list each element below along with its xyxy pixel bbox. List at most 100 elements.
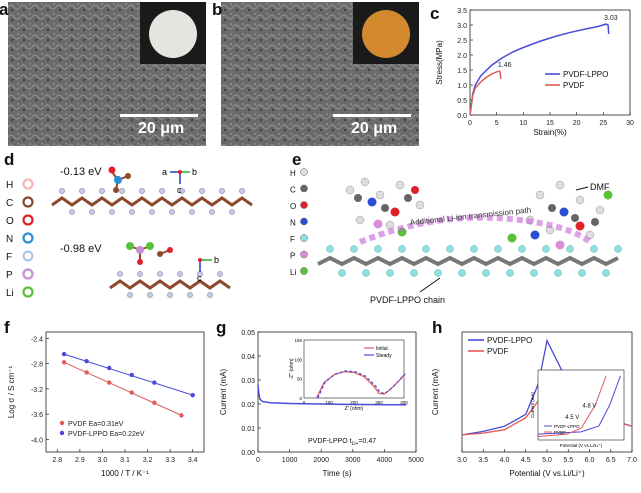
data-point (129, 372, 134, 378)
x-axis-label-c: Strain(%) (533, 128, 567, 137)
inset-x-tick: 0 (303, 400, 306, 405)
panel-label-h: h (432, 318, 443, 337)
legend-marker (59, 430, 65, 436)
legend-label-li: Li (6, 288, 14, 299)
y-tick-label-f: -4.0 (31, 437, 43, 444)
inset-y-label: -Z'' (ohm) (289, 358, 295, 379)
data-point (84, 370, 89, 375)
chain-label: PVDF-LPPO chain (370, 295, 445, 305)
data-point (107, 365, 112, 371)
axes-indicator-1: a b c (162, 167, 197, 195)
legend-label-n: N (290, 219, 296, 228)
legend-label-p: P (290, 252, 295, 261)
inset-legend-steady: Steady (376, 353, 392, 359)
legend-swatch-n (300, 217, 308, 226)
legend-swatch-li (300, 267, 308, 275)
inset-legend-initial: Initial (376, 346, 388, 352)
membrane-disc-a (149, 10, 197, 58)
data-point (107, 380, 112, 385)
dmf-label: DMF (590, 182, 610, 192)
inset-series-pvdf-lppo (537, 375, 621, 435)
y-axis-label-g: Current (mA) (219, 369, 228, 416)
fit-line-pvdf-lppo (63, 353, 193, 396)
chart-f: 2.8 2.9 3.0 3.1 3.2 3.3 3.4 -2.4 -2.8 -3.2 -3.6 -4.… (7, 331, 205, 478)
x-tick-label-h: 3.0 (457, 457, 467, 464)
y-tick-label-c: 1.5 (457, 68, 467, 75)
y-tick-label-c: 0.0 (457, 113, 467, 120)
data-point (61, 360, 67, 365)
panel-label-d: d (4, 150, 15, 169)
x-tick-label-c: 20 (573, 120, 581, 127)
x-tick-label-g: 1000 (282, 457, 298, 464)
inset-x-tick: 100 (325, 400, 333, 405)
x-tick-label-f: 3.2 (143, 457, 153, 464)
data-point (129, 390, 134, 395)
panel-label-c: c (430, 4, 440, 23)
x-tick-label-c: 15 (546, 120, 554, 127)
x-tick-label-f: 3.4 (188, 457, 198, 464)
x-tick-label-f: 3.3 (165, 457, 175, 464)
data-point (190, 392, 195, 398)
legend-swatch-o (300, 201, 308, 209)
inset-x-tick: 400 (400, 400, 408, 405)
legend-text-pvdf: PVDF (563, 81, 584, 90)
x-tick-label-h: 4.0 (500, 457, 510, 464)
legend-swatch-li (22, 286, 34, 298)
transference-label: PVDF-LPPO tLi+=0.47 (308, 438, 376, 447)
legend-label-p: P (6, 270, 13, 281)
x-tick-label-g: 3000 (345, 457, 361, 464)
y-tick-label-g: 0.02 (241, 402, 255, 409)
scale-bar-a (120, 114, 198, 117)
x-tick-label-g: 2000 (313, 457, 329, 464)
axis-b-label-2: b (214, 255, 219, 265)
legend-text-f: PVDF Ea=0.31eV (68, 421, 124, 428)
x-tick-label-f: 3.1 (120, 457, 130, 464)
x-tick-label-f: 2.8 (52, 457, 62, 464)
inset-legend-text-h: PVDF-LPPO (554, 424, 580, 429)
inset-x-tick: 200 (350, 400, 358, 405)
legend-swatch-n (22, 232, 34, 244)
x-tick-label-g: 4000 (377, 457, 393, 464)
inset-y-tick: 50 (297, 377, 303, 382)
legend-label-c: C (290, 186, 296, 195)
transference-sub: Li+ (352, 441, 359, 447)
data-point (179, 413, 184, 418)
y-tick-label-f: -3.2 (31, 387, 43, 394)
photo-inset-a (140, 2, 206, 64)
x-tick-label-h: 5.0 (542, 457, 552, 464)
panel-label-e: e (292, 150, 302, 169)
y-axis-label-f: Log σ / S cm⁻¹ (7, 366, 16, 419)
legend-swatch-c (22, 196, 34, 208)
inset-y-tick: 0 (299, 396, 302, 401)
inset-x-tick: 300 (375, 400, 383, 405)
current-trace (257, 384, 407, 406)
y-tick-label-c: 0.5 (457, 98, 467, 105)
x-tick-label-c: 30 (626, 120, 634, 127)
y-tick-label-c: 1.0 (457, 83, 467, 90)
y-tick-label-g: 0.00 (241, 450, 255, 457)
inset-frame-h (537, 369, 625, 441)
lppo-molecule-2 (126, 242, 173, 265)
legend-label-li: Li (290, 268, 296, 277)
inset-annotation-45: 4.5 V (565, 415, 579, 421)
y-tick-label-g: 0.01 (241, 426, 255, 433)
x-tick-label-c: 5 (495, 120, 499, 127)
y-tick-label-c: 3.5 (457, 8, 467, 15)
panel-label-f: f (4, 318, 10, 337)
inset-x-label: Z' (ohm) (345, 406, 364, 412)
x-tick-label-g: 5000 (408, 457, 424, 464)
x-tick-label-c: 0 (468, 120, 472, 127)
polymer-chain-1 (51, 188, 253, 215)
series-line-pvdf-lppo (469, 23, 610, 116)
axes-indicator-2: b c (197, 255, 219, 283)
data-point (61, 351, 67, 357)
panel-b: 20 μm b (212, 0, 423, 147)
y-tick-label-c: 2.5 (457, 38, 467, 45)
chart-h: 3.0 3.5 4.0 4.5 5.0 5.5 6.0 6.5 7.0 Potential (V … (431, 331, 637, 478)
energy-label-1: -0.13 eV (60, 166, 102, 178)
legend-text-f: PVDF-LPPO Ea=0.22eV (68, 431, 145, 438)
x-tick-label-h: 7.0 (627, 457, 637, 464)
